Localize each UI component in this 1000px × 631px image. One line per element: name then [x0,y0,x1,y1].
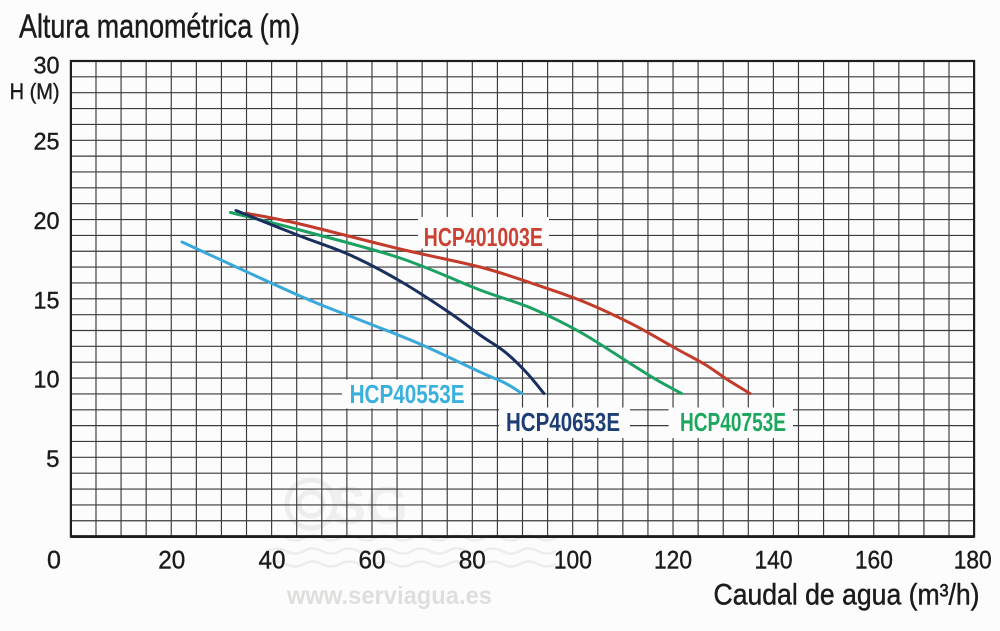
svg-text:www.serviagua.es: www.serviagua.es [286,582,492,610]
svg-text:HCP40653E: HCP40653E [506,407,620,437]
svg-text:HCP401003E: HCP401003E [424,222,543,252]
svg-text:60: 60 [359,547,386,575]
svg-text:SG: SG [330,476,408,536]
svg-text:140: 140 [755,547,793,575]
svg-text:5: 5 [46,446,59,473]
svg-text:Altura manométrica (m): Altura manométrica (m) [19,8,300,45]
svg-text:160: 160 [855,547,893,575]
svg-text:25: 25 [34,129,60,156]
svg-text:10: 10 [34,367,60,394]
svg-text:30: 30 [34,53,60,80]
svg-text:Caudal de agua (m³/h): Caudal de agua (m³/h) [714,579,980,612]
svg-text:80: 80 [459,547,486,575]
svg-text:0: 0 [47,547,61,575]
svg-text:20: 20 [34,208,60,235]
svg-text:40: 40 [259,547,286,575]
svg-text:120: 120 [654,547,692,575]
svg-text:HCP40553E: HCP40553E [350,379,465,409]
svg-text:15: 15 [34,287,60,314]
svg-text:HCP40753E: HCP40753E [680,407,786,437]
svg-text:180: 180 [954,547,992,575]
svg-text:20: 20 [158,547,185,575]
svg-text:H (M): H (M) [10,79,60,104]
svg-text:100: 100 [554,547,592,575]
